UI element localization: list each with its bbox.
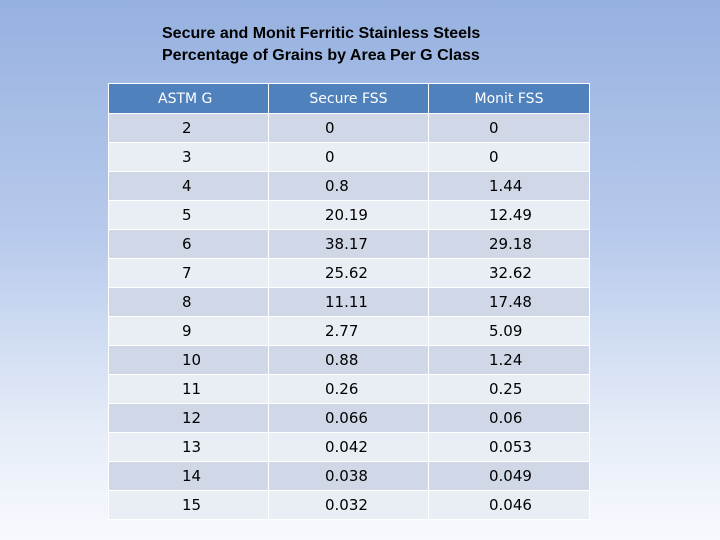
cell-astm-g: 10: [108, 345, 269, 375]
cell-secure-fss: 0.038: [268, 461, 429, 491]
cell-monit-fss: 5.09: [428, 316, 590, 346]
cell-monit-fss: 1.24: [428, 345, 590, 375]
cell-astm-g: 12: [108, 403, 269, 433]
cell-secure-fss: 0.26: [268, 374, 429, 404]
cell-monit-fss: 32.62: [428, 258, 590, 288]
cell-astm-g: 7: [108, 258, 269, 288]
header-secure-fss: Secure FSS: [268, 83, 429, 114]
cell-astm-g: 15: [108, 490, 269, 520]
cell-astm-g: 5: [108, 200, 269, 230]
table-row: 15 0.032 0.046: [108, 490, 590, 520]
table-row: 9 2.77 5.09: [108, 316, 590, 346]
cell-astm-g: 4: [108, 171, 269, 201]
cell-astm-g: 6: [108, 229, 269, 259]
cell-monit-fss: 0.06: [428, 403, 590, 433]
table-row: 8 11.11 17.48: [108, 287, 590, 317]
cell-monit-fss: 0.049: [428, 461, 590, 491]
cell-secure-fss: 0.066: [268, 403, 429, 433]
cell-monit-fss: 17.48: [428, 287, 590, 317]
cell-secure-fss: 0.032: [268, 490, 429, 520]
cell-astm-g: 8: [108, 287, 269, 317]
cell-monit-fss: 12.49: [428, 200, 590, 230]
cell-astm-g: 2: [108, 113, 269, 143]
cell-astm-g: 9: [108, 316, 269, 346]
table-body: 2 0 0 3 0 0 4 0.8 1.44 5 20.19 12.49 6 38.17 29.18 7 25.…: [108, 113, 590, 520]
slide-title: Secure and Monit Ferritic Stainless Stee…: [162, 23, 480, 67]
header-astm-g: ASTM G: [108, 83, 269, 114]
cell-secure-fss: 0: [268, 142, 429, 172]
table-row: 7 25.62 32.62: [108, 258, 590, 288]
cell-monit-fss: 29.18: [428, 229, 590, 259]
table-row: 5 20.19 12.49: [108, 200, 590, 230]
cell-secure-fss: 25.62: [268, 258, 429, 288]
cell-astm-g: 11: [108, 374, 269, 404]
cell-monit-fss: 1.44: [428, 171, 590, 201]
title-line-1: Secure and Monit Ferritic Stainless Stee…: [162, 25, 481, 42]
table-row: 6 38.17 29.18: [108, 229, 590, 259]
table-row: 12 0.066 0.06: [108, 403, 590, 433]
cell-secure-fss: 2.77: [268, 316, 429, 346]
grain-percentage-table: ASTM G Secure FSS Monit FSS 2 0 0 3 0 0 4 0.8 1.…: [108, 83, 590, 520]
cell-monit-fss: 0.053: [428, 432, 590, 462]
cell-monit-fss: 0.25: [428, 374, 590, 404]
cell-astm-g: 13: [108, 432, 269, 462]
title-line-2: Percentage of Grains by Area Per G Class: [162, 47, 480, 64]
cell-monit-fss: 0: [428, 113, 590, 143]
cell-secure-fss: 0.8: [268, 171, 429, 201]
table-header-row: ASTM G Secure FSS Monit FSS: [108, 83, 590, 114]
table-row: 10 0.88 1.24: [108, 345, 590, 375]
cell-secure-fss: 20.19: [268, 200, 429, 230]
cell-astm-g: 3: [108, 142, 269, 172]
cell-astm-g: 14: [108, 461, 269, 491]
cell-secure-fss: 11.11: [268, 287, 429, 317]
cell-secure-fss: 0.88: [268, 345, 429, 375]
cell-secure-fss: 38.17: [268, 229, 429, 259]
table-row: 11 0.26 0.25: [108, 374, 590, 404]
cell-secure-fss: 0.042: [268, 432, 429, 462]
header-monit-fss: Monit FSS: [428, 83, 590, 114]
table-row: 14 0.038 0.049: [108, 461, 590, 491]
cell-monit-fss: 0: [428, 142, 590, 172]
table-row: 4 0.8 1.44: [108, 171, 590, 201]
table-row: 13 0.042 0.053: [108, 432, 590, 462]
cell-monit-fss: 0.046: [428, 490, 590, 520]
cell-secure-fss: 0: [268, 113, 429, 143]
